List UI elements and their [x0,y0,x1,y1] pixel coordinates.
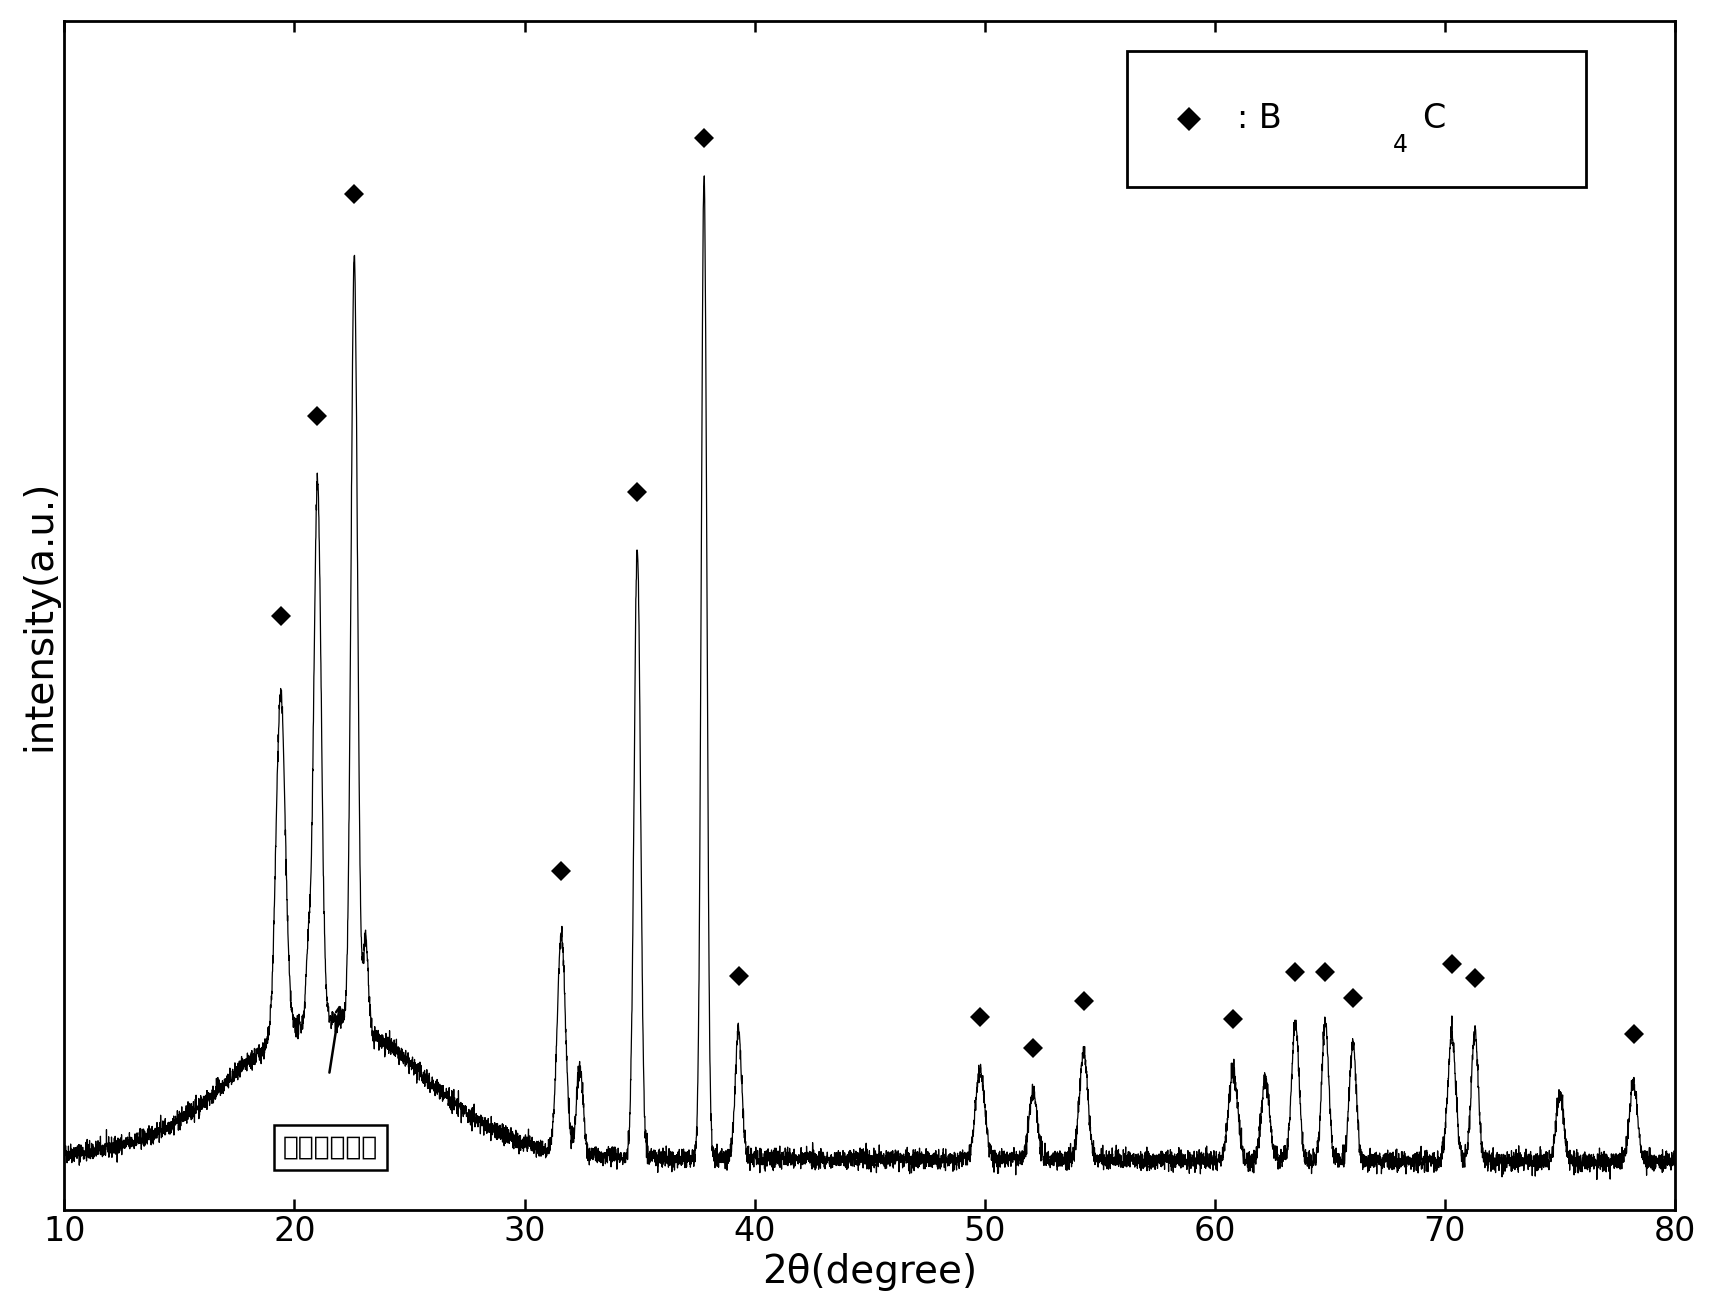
Text: 玻璃非晶态峰: 玻璃非晶态峰 [283,1135,378,1161]
Text: 4: 4 [1392,133,1408,157]
Y-axis label: intensity(a.u.): intensity(a.u.) [21,480,58,750]
Text: C: C [1422,102,1446,135]
FancyBboxPatch shape [1128,51,1587,188]
X-axis label: 2θ(degree): 2θ(degree) [762,1253,977,1291]
Text: : B: : B [1236,102,1281,135]
